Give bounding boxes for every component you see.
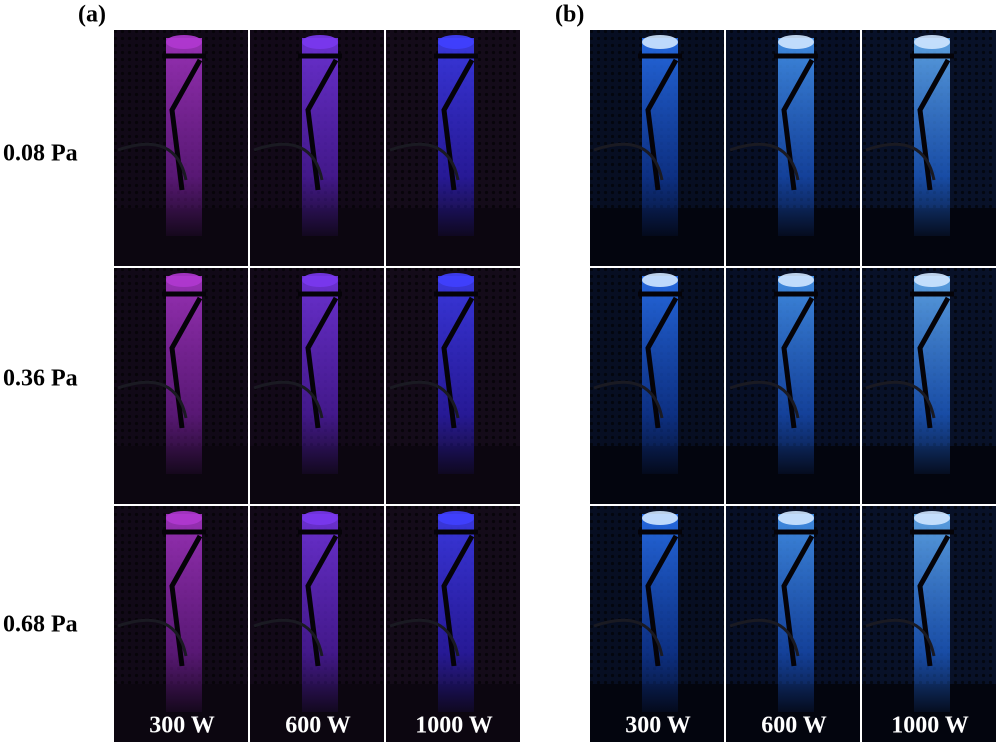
cable xyxy=(729,380,800,419)
row-label: 0.36 Pa xyxy=(3,366,78,392)
panel-label: (b) xyxy=(555,2,584,28)
plasma-cap xyxy=(166,511,202,525)
photo xyxy=(590,268,724,504)
photo xyxy=(590,506,724,742)
photo xyxy=(250,268,384,504)
photo xyxy=(250,30,384,266)
plasma-cap xyxy=(438,511,474,525)
plasma-cap xyxy=(778,273,814,287)
plasma-cap xyxy=(302,511,338,525)
row-label: 0.08 Pa xyxy=(3,141,78,167)
cable xyxy=(117,618,188,657)
cable xyxy=(253,618,324,657)
plasma-cap xyxy=(302,35,338,49)
plasma-cap xyxy=(778,35,814,49)
cable xyxy=(729,142,800,181)
column-label: 300 W xyxy=(625,713,691,739)
panel-label: (a) xyxy=(78,2,106,28)
photo xyxy=(726,506,860,742)
photo xyxy=(726,30,860,266)
photo xyxy=(726,268,860,504)
plasma-cap xyxy=(166,273,202,287)
row-label: 0.68 Pa xyxy=(3,612,78,638)
plasma-cap xyxy=(438,273,474,287)
cable xyxy=(389,618,460,657)
photo xyxy=(862,268,996,504)
plasma-cap xyxy=(642,511,678,525)
plasma-cap xyxy=(642,35,678,49)
photo xyxy=(250,506,384,742)
photo xyxy=(114,506,248,742)
plasma-cap xyxy=(914,273,950,287)
plasma-cap xyxy=(438,35,474,49)
column-label: 600 W xyxy=(285,713,351,739)
column-label: 1000 W xyxy=(891,713,969,739)
photo xyxy=(114,30,248,266)
column-label: 600 W xyxy=(761,713,827,739)
photo-grid xyxy=(114,30,996,742)
plasma-cap xyxy=(778,511,814,525)
cable xyxy=(389,142,460,181)
cable xyxy=(389,380,460,419)
photo xyxy=(114,268,248,504)
cable xyxy=(865,618,936,657)
photo xyxy=(386,506,520,742)
photo xyxy=(386,30,520,266)
column-label: 1000 W xyxy=(415,713,493,739)
cable xyxy=(117,142,188,181)
cable xyxy=(865,380,936,419)
cable xyxy=(593,380,664,419)
photo xyxy=(862,506,996,742)
cable xyxy=(253,142,324,181)
photo xyxy=(386,268,520,504)
plasma-cap xyxy=(914,511,950,525)
photo xyxy=(862,30,996,266)
cable xyxy=(729,618,800,657)
cable xyxy=(865,142,936,181)
plasma-cap xyxy=(642,273,678,287)
cable xyxy=(593,618,664,657)
cable xyxy=(253,380,324,419)
photo xyxy=(590,30,724,266)
plasma-cap xyxy=(914,35,950,49)
column-label: 300 W xyxy=(149,713,215,739)
plasma-cap xyxy=(166,35,202,49)
cable xyxy=(117,380,188,419)
plasma-cap xyxy=(302,273,338,287)
cable xyxy=(593,142,664,181)
